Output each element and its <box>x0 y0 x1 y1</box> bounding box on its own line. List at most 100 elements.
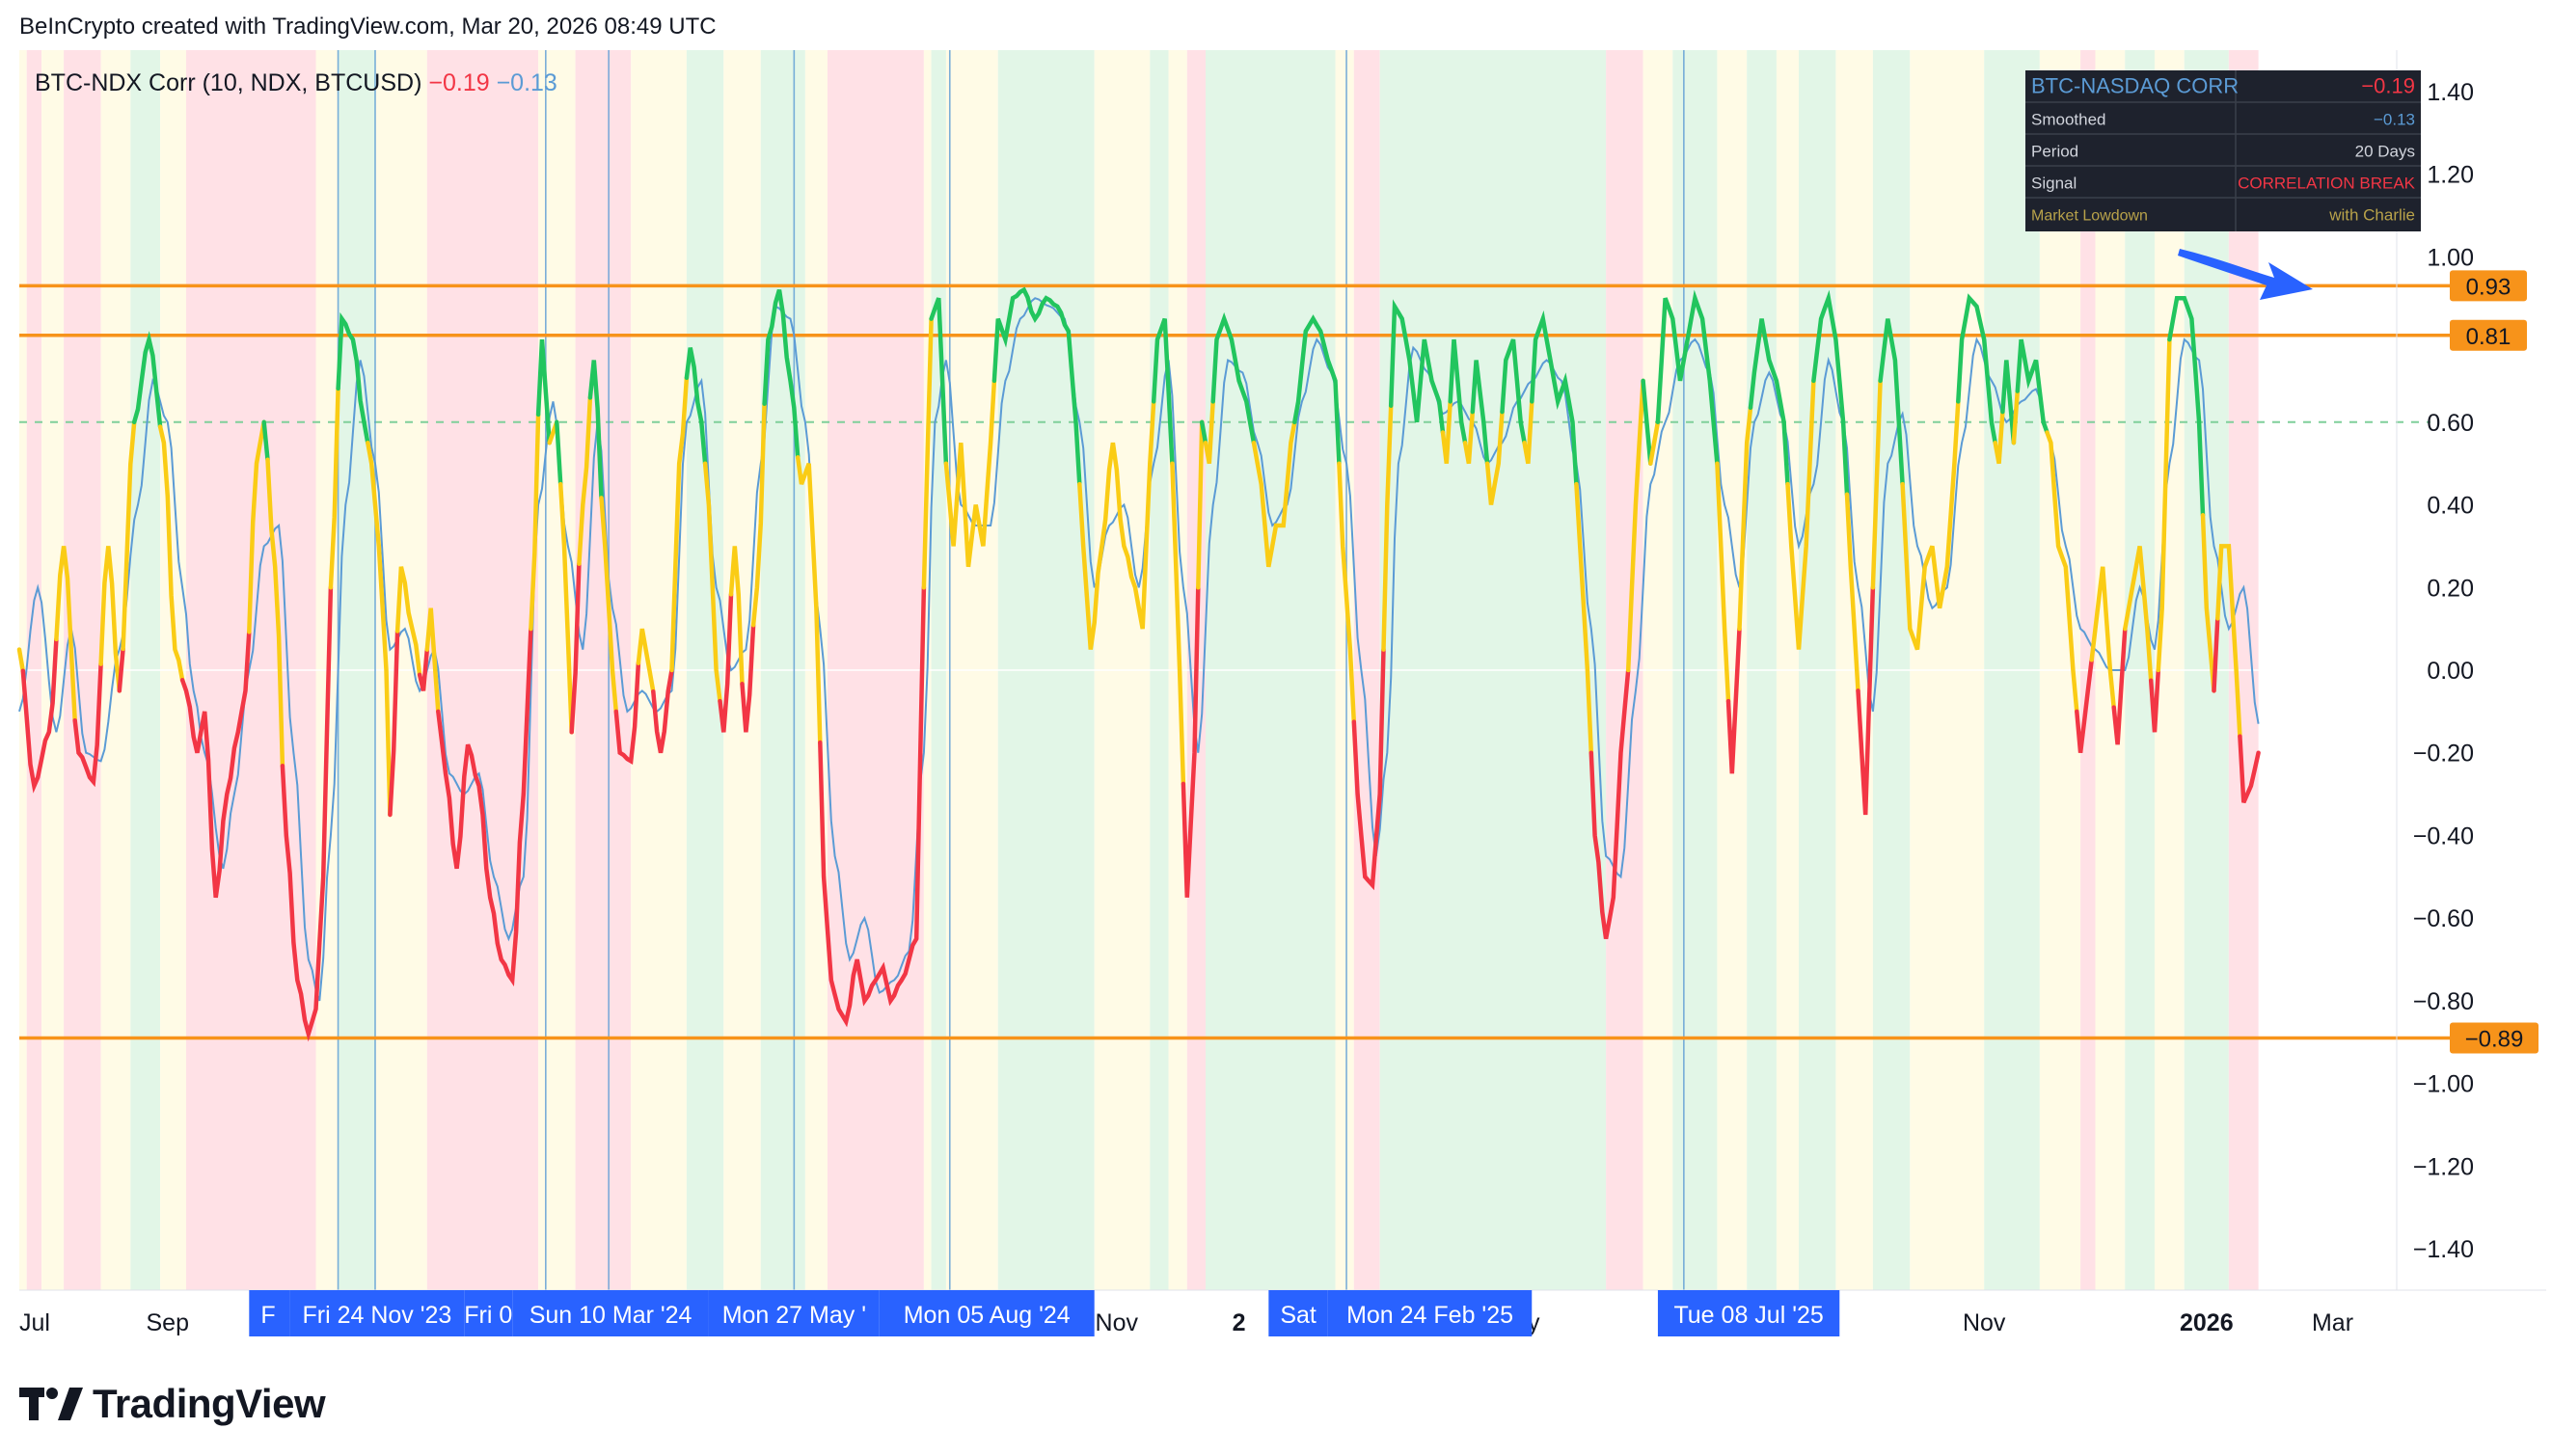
main-series-segment <box>1181 585 1201 898</box>
y-tick-label: 0.00 <box>2427 658 2474 685</box>
main-series-segment <box>1748 318 1790 487</box>
main-series-segment <box>117 646 125 693</box>
main-series-segment <box>1530 310 1579 487</box>
main-series-segment <box>417 647 430 691</box>
main-series-segment <box>1251 419 1297 568</box>
main-series-segment <box>555 419 563 487</box>
main-series-segment <box>1811 289 1850 498</box>
main-series-segment <box>1648 419 1661 466</box>
main-series-segment <box>2000 360 2017 445</box>
main-series-segment <box>728 546 745 687</box>
info-panel-label: Signal <box>2031 175 2077 193</box>
main-series-segment <box>2200 513 2216 693</box>
main-series-segment <box>394 566 422 678</box>
main-series-segment <box>265 457 285 768</box>
legend-value-smoothed: −0.13 <box>497 69 557 96</box>
main-series-segment <box>2167 295 2206 518</box>
main-series-segment <box>1470 360 1490 466</box>
y-tick-label: −0.40 <box>2413 822 2474 849</box>
main-series-segment <box>1077 399 1156 650</box>
date-tag-label: Sat <box>1280 1302 1317 1329</box>
main-series-line <box>16 286 2261 1042</box>
date-tag-bg <box>1327 1290 1533 1336</box>
main-series-segment <box>121 419 137 652</box>
main-series-segment <box>2011 389 2021 445</box>
main-series-segment <box>636 628 656 694</box>
date-tag-bg <box>1268 1290 1328 1336</box>
main-series-segment <box>54 546 77 723</box>
main-series-segment <box>702 461 722 704</box>
main-series-segment <box>1725 626 1742 774</box>
info-panel-label: Period <box>2031 143 2078 161</box>
x-tick-label: Mar <box>2312 1309 2353 1336</box>
y-tick-label: −1.20 <box>2413 1153 2474 1180</box>
main-series-segment <box>1500 338 1527 445</box>
tradingview-logo-icon <box>19 1388 83 1420</box>
date-tag-label: Mon 24 Feb '25 <box>1346 1302 1513 1329</box>
info-panel-value: −0.19 <box>2361 74 2415 98</box>
main-series-segment <box>131 331 163 429</box>
main-series-segment <box>2148 667 2161 733</box>
y-tick-label: −1.00 <box>2413 1071 2474 1098</box>
y-tick-label: 1.40 <box>2427 79 2474 106</box>
main-series-segment <box>1462 409 1476 465</box>
date-tag-bg <box>289 1290 465 1336</box>
y-tick-label: 0.60 <box>2427 410 2474 437</box>
tradingview-logo[interactable]: TradingView <box>19 1381 326 1427</box>
main-series-segment <box>424 607 441 715</box>
main-series-segment <box>1993 409 2005 465</box>
main-series-segment <box>2212 616 2220 693</box>
x-tick-label: 2026 <box>2180 1309 2234 1336</box>
y-tick-label: 0.40 <box>2427 493 2474 520</box>
annotation-arrow <box>2178 249 2313 300</box>
date-tag-bg <box>708 1290 880 1336</box>
main-series-segment <box>16 647 26 673</box>
threshold-tag-label: 0.81 <box>2466 324 2511 350</box>
date-tag-bg <box>879 1290 1095 1336</box>
info-panel-value: with Charlie <box>2328 206 2415 225</box>
tradingview-logo-text: TradingView <box>93 1381 326 1426</box>
main-series-segment <box>991 286 1082 487</box>
threshold-tag-bg <box>2450 319 2527 351</box>
main-series-segment <box>247 419 266 634</box>
y-tick-label: −0.60 <box>2413 905 2474 932</box>
main-series-segment <box>1625 378 1645 673</box>
threshold-tag-label: 0.93 <box>2466 274 2511 300</box>
main-series-segment <box>1641 378 1653 466</box>
x-tick-label: Sep <box>147 1309 189 1336</box>
info-panel-label: Smoothed <box>2031 111 2106 129</box>
date-tag-label: Sun 10 Mar '24 <box>529 1302 692 1329</box>
main-series-segment <box>1337 461 1357 724</box>
threshold-tag-label: −0.89 <box>2465 1027 2524 1053</box>
main-series-segment <box>943 378 997 568</box>
main-series-segment <box>2123 546 2154 683</box>
x-tick-label: Nov <box>1096 1309 1139 1336</box>
main-series-segment <box>1196 419 1205 590</box>
date-tag-label: Fri 24 Nov '23 <box>303 1302 452 1329</box>
main-series-segment <box>718 592 734 733</box>
main-series-segment <box>535 338 552 445</box>
main-series-segment <box>1522 399 1534 465</box>
main-series-segment <box>684 347 708 466</box>
main-series-segment <box>2238 734 2261 804</box>
main-series-segment <box>1900 399 1961 651</box>
y-tick-label: 1.20 <box>2427 162 2474 189</box>
main-series-segment <box>328 386 340 590</box>
y-tick-label: −0.20 <box>2413 741 2474 768</box>
main-series-segment <box>1199 419 1208 445</box>
main-series-segment <box>1574 481 1594 755</box>
main-series-segment <box>2089 566 2116 710</box>
x-tick-label: Nov <box>1963 1309 2006 1336</box>
main-series-segment <box>1856 585 1876 816</box>
main-series-segment <box>569 561 582 735</box>
main-series-segment <box>1844 492 1860 693</box>
info-panel: BTC-NASDAQ CORR −0.19 Smoothed −0.13 Period 2… <box>2025 70 2421 231</box>
main-series-segment <box>818 585 927 1028</box>
y-tick-label: −0.80 <box>2413 988 2474 1015</box>
main-series-segment <box>2045 430 2079 715</box>
main-series-segment <box>1878 318 1905 487</box>
date-tag-bg <box>249 1290 290 1336</box>
legend-value-main: −0.19 <box>428 69 496 96</box>
x-tick-label: Jul <box>19 1309 50 1336</box>
